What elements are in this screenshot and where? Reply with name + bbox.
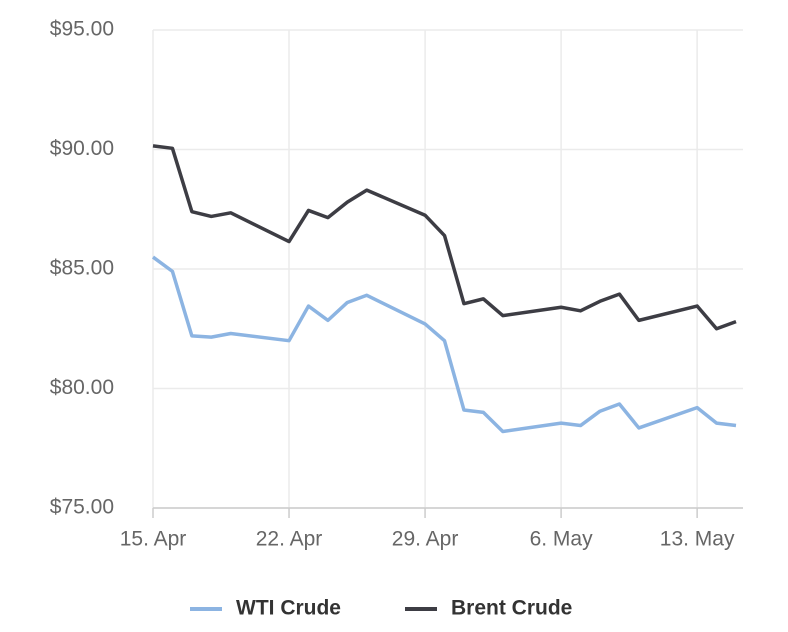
x-tick-label: 29. Apr (392, 528, 459, 551)
y-tick-label: $75.00 (50, 496, 114, 519)
series-line (151, 255, 737, 434)
legend-label: WTI Crude (236, 597, 341, 620)
x-tick-label: 13. May (660, 528, 735, 551)
y-tick-label: $80.00 (50, 376, 114, 399)
y-tick-label: $85.00 (50, 257, 114, 280)
y-tick-label: $95.00 (50, 18, 114, 41)
x-tick-label: 15. Apr (120, 528, 187, 551)
legend-label: Brent Crude (451, 597, 572, 620)
x-tick-label: 22. Apr (256, 528, 323, 551)
x-tick-label: 6. May (530, 528, 594, 551)
series-line (152, 144, 737, 331)
y-tick-label: $90.00 (50, 137, 114, 160)
